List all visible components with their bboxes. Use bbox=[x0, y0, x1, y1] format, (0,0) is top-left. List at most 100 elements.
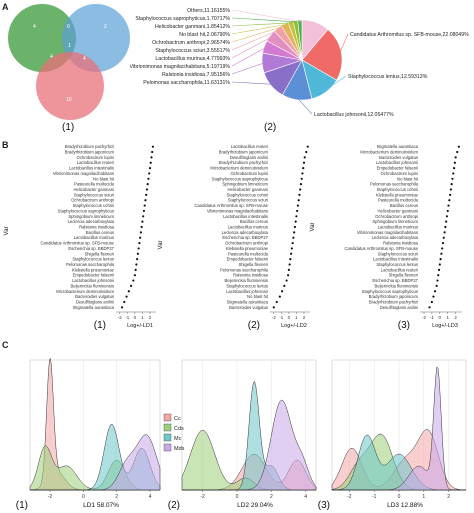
lda-feature-label: Lactobacillus reuteri bbox=[77, 160, 114, 165]
lda-point bbox=[448, 199, 451, 202]
pie-leader-line bbox=[231, 17, 300, 23]
lda-point bbox=[436, 279, 439, 282]
lda-feature-label: Lactobacillus reuteri bbox=[231, 144, 268, 149]
lda-point bbox=[272, 306, 275, 309]
pie-leader-line bbox=[296, 97, 313, 115]
lda-x-tick-label: 2 bbox=[303, 315, 306, 320]
lda-feature-label: Microbacterium deminutiviolum bbox=[56, 289, 114, 294]
lda-point bbox=[151, 150, 154, 154]
lda-feature-label: Klebsiella pneumoniae bbox=[376, 192, 419, 197]
density-x-tick-label: 2 bbox=[115, 494, 118, 500]
lda-point bbox=[292, 236, 295, 239]
lda-feature-label: Staphylococcus saprophyticus bbox=[212, 176, 268, 181]
lda-x-tick-label: 1 bbox=[141, 315, 144, 320]
lda-feature-label: Candidatus Arthromitus sp. SFB-mouse bbox=[194, 203, 268, 208]
legend-label: Cds bbox=[174, 426, 184, 432]
pie-slice-label: Lactobacillus murinus,4.77993% bbox=[155, 56, 230, 62]
lda-feature-label: Bacteroides vulgatus bbox=[379, 155, 418, 160]
lda-feature-label: Sphingobium limneticum bbox=[222, 182, 268, 187]
legend-label: Cc bbox=[174, 416, 181, 422]
lda-feature-label: Vibrionimonas magnilacihabitans bbox=[207, 208, 268, 213]
lda-feature-label: Lactobacillus murinus bbox=[74, 235, 114, 240]
lda-feature-label: No blast hit bbox=[397, 176, 419, 181]
lda-point bbox=[295, 215, 298, 218]
lda-point bbox=[148, 166, 152, 170]
lda-x-tick-label: 0 bbox=[134, 315, 137, 320]
pie-leader-line bbox=[231, 23, 292, 35]
lda-x-tick-label: -1 bbox=[430, 315, 434, 320]
lda-feature-label: Beijerinckia fluminensis bbox=[70, 283, 114, 288]
lda-feature-label: Ochrobactrum lupini bbox=[381, 171, 419, 176]
lda-point bbox=[437, 268, 441, 271]
lda-x-tick-label: 0 bbox=[439, 315, 442, 320]
lda-point bbox=[120, 306, 124, 309]
lda-feature-label: Lactobacillus intestinalis bbox=[223, 214, 268, 219]
lda-point bbox=[443, 231, 446, 234]
lda-point bbox=[283, 284, 286, 288]
pie-slice-label: Staphylococcus saprophyticus,1.70717% bbox=[135, 16, 230, 22]
lda-feature-label: Pelomonas saccharophila bbox=[220, 267, 269, 272]
lda-feature-label: Beijerinckia fluminensis bbox=[224, 278, 268, 283]
pie-leader-line bbox=[231, 81, 273, 85]
lda-feature-label: Desulfitoglans anilini bbox=[230, 155, 268, 160]
lda-point bbox=[142, 215, 145, 218]
lda-feature-label: Klebsiella pneumoniae bbox=[72, 267, 115, 272]
lda-point bbox=[441, 247, 444, 250]
lda-point bbox=[438, 263, 441, 266]
lda-y-axis-title: Var bbox=[310, 223, 316, 232]
pie-leader-line bbox=[231, 22, 296, 27]
lda-feature-label: Sphingobium limneticum bbox=[68, 214, 114, 219]
lda-feature-label: Vibrionimonas magnilacihabitans bbox=[53, 171, 114, 176]
lda-feature-label: Helicobacter ganmani bbox=[73, 187, 114, 192]
lda-feature-label: Bradyrhizobium pachyrhizi bbox=[369, 299, 418, 304]
lda-point bbox=[127, 290, 130, 293]
lda-feature-label: Desulfitoglans anilini bbox=[76, 299, 114, 304]
lda-point bbox=[299, 188, 302, 191]
lda-point bbox=[451, 177, 454, 180]
legend-swatch bbox=[163, 423, 172, 432]
pie-leader-line bbox=[231, 9, 316, 25]
pie-slice bbox=[301, 29, 343, 81]
lda-point bbox=[145, 193, 148, 196]
pie-slice-label: Staphylococcus lentus,12.59313% bbox=[348, 74, 428, 80]
lda-point bbox=[135, 263, 138, 266]
lda-point bbox=[306, 145, 309, 148]
lda-feature-label: Leclercia adecarboxylata bbox=[68, 219, 115, 224]
venn-count-6: 4 bbox=[83, 56, 86, 62]
pie-slice-label: No blast hit,2.06790% bbox=[179, 32, 230, 38]
density-x-tick-label: 0 bbox=[236, 494, 239, 500]
lda-feature-label: Shigella flexneri bbox=[238, 262, 268, 267]
lda-point bbox=[449, 188, 453, 191]
lda-feature-label: Empedobacter falsenii bbox=[377, 166, 419, 171]
density-caption: (3) bbox=[318, 500, 330, 511]
lda-feature-label: Pelomonas saccharophila bbox=[370, 182, 419, 187]
venn-count-5: 1 bbox=[68, 43, 71, 49]
lda-feature-label: Bradyrhizobium pachyrhizi bbox=[65, 144, 114, 149]
lda-point bbox=[294, 220, 297, 223]
lda-feature-label: Desulfitoglans anilini bbox=[380, 305, 418, 310]
lda-point bbox=[452, 166, 456, 170]
lda-feature-label: Shigella flexneri bbox=[84, 251, 114, 256]
density-x-tick-label: -2 bbox=[48, 494, 53, 500]
lda-point bbox=[296, 204, 300, 207]
lda-point bbox=[137, 247, 140, 250]
lda-feature-label: Staphylococcus lentus bbox=[226, 283, 268, 288]
density-x-tick-label: -2 bbox=[200, 494, 205, 500]
lda-point bbox=[449, 193, 452, 196]
lda-feature-label: Pasteurella multocida bbox=[228, 251, 269, 256]
lda-caption: (2) bbox=[248, 320, 260, 330]
lda-feature-label: Staphylococcus cohnii bbox=[377, 187, 419, 192]
pie-leader-line bbox=[231, 36, 272, 59]
lda-point bbox=[432, 295, 435, 298]
lda-feature-label: Staphylococcus sciuri bbox=[74, 192, 114, 197]
lda-feature-label: Sphingobium limneticum bbox=[372, 219, 418, 224]
lda-feature-label: Lactobacillus johnsonii bbox=[226, 289, 268, 294]
lda-point bbox=[144, 199, 147, 202]
lda-point bbox=[442, 236, 445, 239]
lda-point bbox=[456, 150, 459, 154]
lda-x-tick-label: 1 bbox=[446, 315, 449, 320]
lda-feature-label: Staphylococcus sciuri bbox=[228, 198, 268, 203]
pie-leader-line bbox=[231, 25, 286, 43]
density-x-tick-label: 2 bbox=[270, 494, 273, 500]
lda-x-axis-title: Log+/-LD1 bbox=[127, 323, 153, 329]
